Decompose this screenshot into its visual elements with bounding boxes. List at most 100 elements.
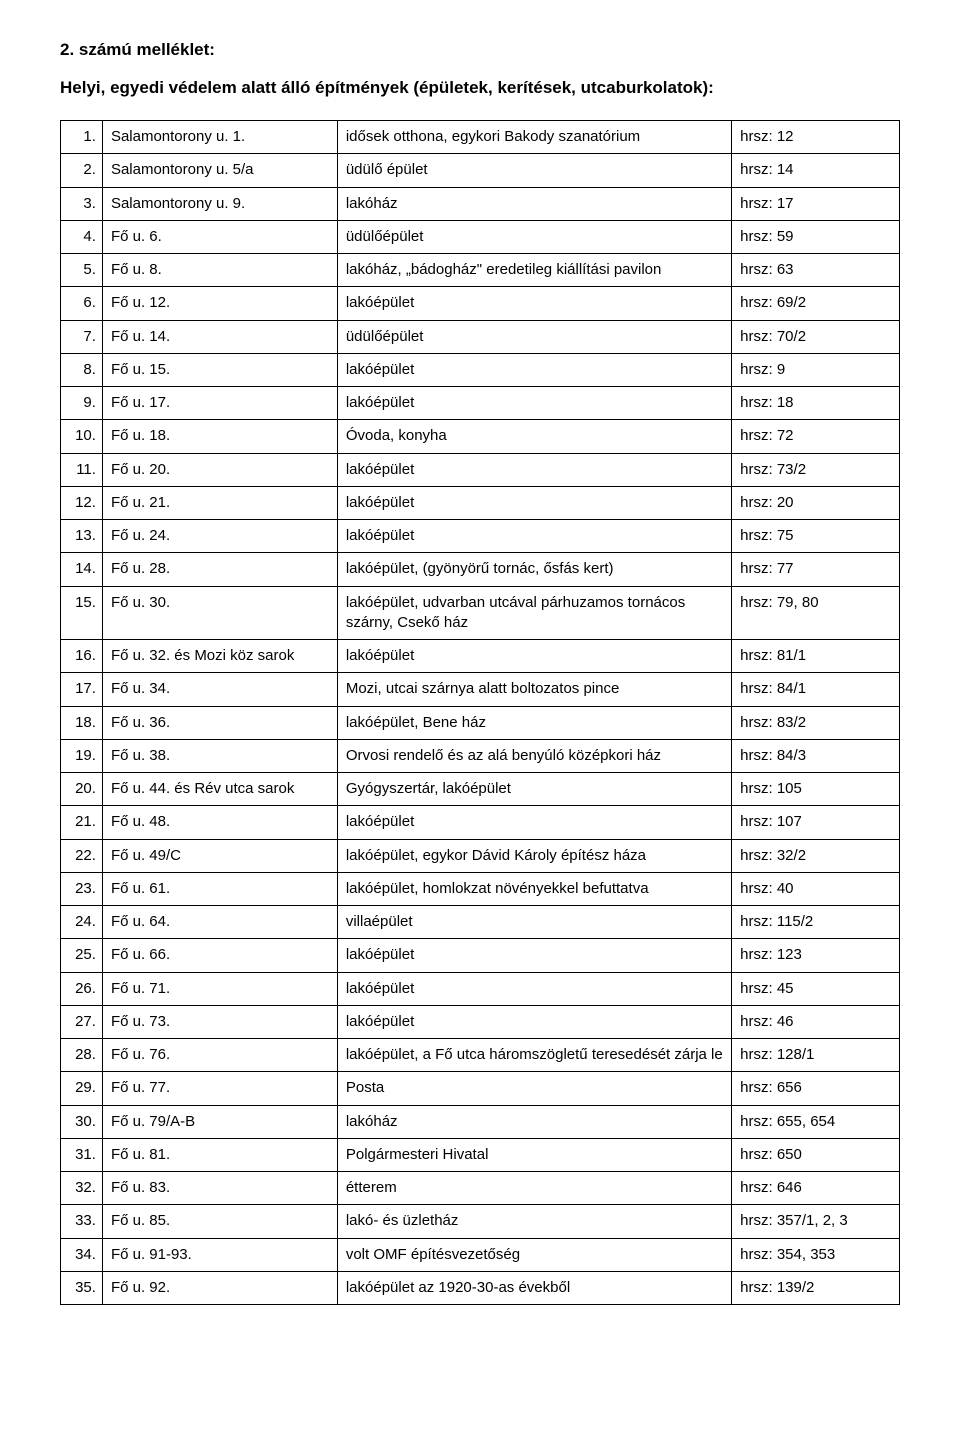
table-row: 20.Fő u. 44. és Rév utca sarokGyógyszert… <box>61 773 900 806</box>
row-description: lakóépület <box>337 486 731 519</box>
row-description: üdülő épület <box>337 154 731 187</box>
row-address: Fő u. 81. <box>102 1138 337 1171</box>
row-description: lakóépület, (gyönyörű tornác, ősfás kert… <box>337 553 731 586</box>
row-hrsz: hrsz: 354, 353 <box>732 1238 900 1271</box>
row-address: Fő u. 12. <box>102 287 337 320</box>
row-number: 16. <box>61 640 103 673</box>
row-hrsz: hrsz: 32/2 <box>732 839 900 872</box>
row-address: Fő u. 66. <box>102 939 337 972</box>
table-row: 27.Fő u. 73.lakóépülethrsz: 46 <box>61 1005 900 1038</box>
row-description: lakóépület, egykor Dávid Károly építész … <box>337 839 731 872</box>
row-number: 30. <box>61 1105 103 1138</box>
table-row: 8.Fő u. 15.lakóépülethrsz: 9 <box>61 353 900 386</box>
table-row: 1.Salamontorony u. 1.idősek otthona, egy… <box>61 121 900 154</box>
table-row: 4.Fő u. 6.üdülőépülethrsz: 59 <box>61 220 900 253</box>
row-address: Fő u. 38. <box>102 739 337 772</box>
row-number: 27. <box>61 1005 103 1038</box>
row-description: Mozi, utcai szárnya alatt boltozatos pin… <box>337 673 731 706</box>
row-description: idősek otthona, egykori Bakody szanatóri… <box>337 121 731 154</box>
row-description: üdülőépület <box>337 320 731 353</box>
row-number: 14. <box>61 553 103 586</box>
table-row: 22.Fő u. 49/Clakóépület, egykor Dávid Ká… <box>61 839 900 872</box>
buildings-table: 1.Salamontorony u. 1.idősek otthona, egy… <box>60 120 900 1305</box>
row-hrsz: hrsz: 655, 654 <box>732 1105 900 1138</box>
row-address: Salamontorony u. 9. <box>102 187 337 220</box>
row-description: Óvoda, konyha <box>337 420 731 453</box>
row-hrsz: hrsz: 79, 80 <box>732 586 900 640</box>
row-number: 5. <box>61 254 103 287</box>
table-row: 30.Fő u. 79/A-Blakóházhrsz: 655, 654 <box>61 1105 900 1138</box>
table-row: 19.Fő u. 38.Orvosi rendelő és az alá ben… <box>61 739 900 772</box>
row-number: 18. <box>61 706 103 739</box>
row-address: Fő u. 77. <box>102 1072 337 1105</box>
table-row: 35.Fő u. 92.lakóépület az 1920-30-as éve… <box>61 1271 900 1304</box>
row-description: lakóépület <box>337 453 731 486</box>
table-row: 18.Fő u. 36.lakóépület, Bene házhrsz: 83… <box>61 706 900 739</box>
row-address: Fő u. 49/C <box>102 839 337 872</box>
table-row: 14.Fő u. 28.lakóépület, (gyönyörű tornác… <box>61 553 900 586</box>
row-hrsz: hrsz: 75 <box>732 520 900 553</box>
table-row: 16.Fő u. 32. és Mozi köz saroklakóépület… <box>61 640 900 673</box>
row-description: villaépület <box>337 906 731 939</box>
row-hrsz: hrsz: 14 <box>732 154 900 187</box>
row-description: lakóépület, Bene ház <box>337 706 731 739</box>
row-hrsz: hrsz: 63 <box>732 254 900 287</box>
row-hrsz: hrsz: 83/2 <box>732 706 900 739</box>
table-row: 23.Fő u. 61.lakóépület, homlokzat növény… <box>61 872 900 905</box>
table-row: 15.Fő u. 30.lakóépület, udvarban utcával… <box>61 586 900 640</box>
row-address: Fő u. 34. <box>102 673 337 706</box>
row-hrsz: hrsz: 123 <box>732 939 900 972</box>
row-number: 32. <box>61 1172 103 1205</box>
row-hrsz: hrsz: 69/2 <box>732 287 900 320</box>
row-address: Fő u. 20. <box>102 453 337 486</box>
row-address: Fő u. 6. <box>102 220 337 253</box>
table-row: 7.Fő u. 14.üdülőépülethrsz: 70/2 <box>61 320 900 353</box>
row-number: 12. <box>61 486 103 519</box>
row-number: 10. <box>61 420 103 453</box>
row-hrsz: hrsz: 81/1 <box>732 640 900 673</box>
row-description: lakóépület <box>337 387 731 420</box>
row-number: 21. <box>61 806 103 839</box>
table-row: 3.Salamontorony u. 9.lakóházhrsz: 17 <box>61 187 900 220</box>
row-number: 29. <box>61 1072 103 1105</box>
row-hrsz: hrsz: 128/1 <box>732 1039 900 1072</box>
table-row: 21.Fő u. 48.lakóépülethrsz: 107 <box>61 806 900 839</box>
row-description: Posta <box>337 1072 731 1105</box>
row-hrsz: hrsz: 45 <box>732 972 900 1005</box>
row-description: volt OMF építésvezetőség <box>337 1238 731 1271</box>
row-hrsz: hrsz: 12 <box>732 121 900 154</box>
row-address: Fő u. 76. <box>102 1039 337 1072</box>
row-address: Fő u. 48. <box>102 806 337 839</box>
table-row: 28.Fő u. 76.lakóépület, a Fő utca hároms… <box>61 1039 900 1072</box>
row-address: Fő u. 14. <box>102 320 337 353</box>
row-address: Fő u. 73. <box>102 1005 337 1038</box>
row-hrsz: hrsz: 115/2 <box>732 906 900 939</box>
table-row: 10.Fő u. 18.Óvoda, konyhahrsz: 72 <box>61 420 900 453</box>
row-address: Fő u. 83. <box>102 1172 337 1205</box>
row-address: Fő u. 44. és Rév utca sarok <box>102 773 337 806</box>
row-hrsz: hrsz: 9 <box>732 353 900 386</box>
row-hrsz: hrsz: 73/2 <box>732 453 900 486</box>
row-hrsz: hrsz: 59 <box>732 220 900 253</box>
row-address: Fő u. 24. <box>102 520 337 553</box>
row-number: 23. <box>61 872 103 905</box>
row-hrsz: hrsz: 646 <box>732 1172 900 1205</box>
table-row: 33.Fő u. 85.lakó- és üzletházhrsz: 357/1… <box>61 1205 900 1238</box>
table-row: 25.Fő u. 66.lakóépülethrsz: 123 <box>61 939 900 972</box>
row-number: 17. <box>61 673 103 706</box>
row-address: Fő u. 85. <box>102 1205 337 1238</box>
row-number: 24. <box>61 906 103 939</box>
row-description: Orvosi rendelő és az alá benyúló középko… <box>337 739 731 772</box>
row-number: 4. <box>61 220 103 253</box>
row-address: Salamontorony u. 1. <box>102 121 337 154</box>
row-address: Salamontorony u. 5/a <box>102 154 337 187</box>
row-address: Fő u. 91-93. <box>102 1238 337 1271</box>
table-row: 5.Fő u. 8.lakóház, „bádogház" eredetileg… <box>61 254 900 287</box>
row-number: 34. <box>61 1238 103 1271</box>
row-address: Fő u. 17. <box>102 387 337 420</box>
row-number: 20. <box>61 773 103 806</box>
row-description: lakóépület, homlokzat növényekkel befutt… <box>337 872 731 905</box>
row-hrsz: hrsz: 18 <box>732 387 900 420</box>
row-hrsz: hrsz: 84/1 <box>732 673 900 706</box>
row-number: 28. <box>61 1039 103 1072</box>
